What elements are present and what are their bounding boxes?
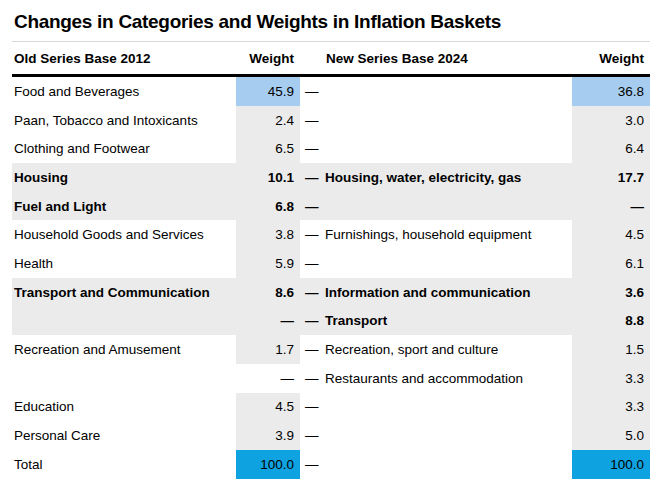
- new-weight-cell: 1.5: [572, 335, 650, 364]
- new-weight-cell: 3.0: [572, 106, 650, 135]
- old-category-cell: Personal Care: [12, 421, 236, 450]
- old-weight-cell: 1.7: [236, 335, 300, 364]
- dash-separator: —: [300, 450, 324, 479]
- table-row: Education 4.5 — 3.3: [12, 393, 650, 422]
- table-row: Fuel and Light 6.8 — —: [12, 192, 650, 221]
- new-category-cell: Restaurants and accommodation: [324, 364, 572, 393]
- table-row: Food and Beverages 45.9 — 36.8: [12, 76, 650, 106]
- new-weight-cell: 3.3: [572, 364, 650, 393]
- old-weight-cell: 6.5: [236, 134, 300, 163]
- new-weight-cell: 5.0: [572, 421, 650, 450]
- table-row: Recreation and Amusement 1.7 — Recreatio…: [12, 335, 650, 364]
- old-category-cell: Food and Beverages: [12, 76, 236, 106]
- new-weight-cell: 3.6: [572, 278, 650, 307]
- dash-separator: —: [300, 307, 324, 336]
- new-weight-cell: 8.8: [572, 307, 650, 336]
- table-row: Household Goods and Services 3.8 — Furni…: [12, 220, 650, 249]
- table-row: — — Restaurants and accommodation 3.3: [12, 364, 650, 393]
- table-body: Food and Beverages 45.9 — 36.8 Paan, Tob…: [12, 76, 650, 479]
- new-category-cell: Recreation, sport and culture: [324, 335, 572, 364]
- table-row: Total 100.0 — 100.0: [12, 450, 650, 479]
- table-row: Housing 10.1 — Housing, water, electrici…: [12, 163, 650, 192]
- new-category-cell: [324, 192, 572, 221]
- new-category-cell: Housing, water, electricity, gas: [324, 163, 572, 192]
- old-category-cell: Housing: [12, 163, 236, 192]
- dash-separator: —: [300, 106, 324, 135]
- new-category-cell: [324, 249, 572, 278]
- chart-title: Changes in Categories and Weights in Inf…: [14, 10, 650, 33]
- new-weight-cell: 36.8: [572, 76, 650, 106]
- new-weight-cell: —: [572, 192, 650, 221]
- new-weight-cell: 3.3: [572, 393, 650, 422]
- old-weight-cell: 2.4: [236, 106, 300, 135]
- old-weight-cell: 4.5: [236, 393, 300, 422]
- table-row: Paan, Tobacco and Intoxicants 2.4 — 3.0: [12, 106, 650, 135]
- old-category-cell: Total: [12, 450, 236, 479]
- dash-separator: —: [300, 220, 324, 249]
- new-category-cell: [324, 393, 572, 422]
- new-category-cell: Furnishings, household equipment: [324, 220, 572, 249]
- old-weight-cell: —: [236, 307, 300, 336]
- new-weight-cell: 6.4: [572, 134, 650, 163]
- old-weight-cell: 3.9: [236, 421, 300, 450]
- new-weight-cell: 4.5: [572, 220, 650, 249]
- dash-separator: —: [300, 335, 324, 364]
- old-weight-cell: 10.1: [236, 163, 300, 192]
- old-category-cell: Transport and Communication: [12, 278, 236, 307]
- old-weight-cell: 45.9: [236, 76, 300, 106]
- new-weight-cell: 17.7: [572, 163, 650, 192]
- new-category-cell: [324, 450, 572, 479]
- old-weight-cell: 8.6: [236, 278, 300, 307]
- dash-separator: —: [300, 364, 324, 393]
- inflation-weights-table: Old Series Base 2012 Weight New Series B…: [12, 41, 650, 479]
- table-row: — — Transport 8.8: [12, 307, 650, 336]
- new-category-cell: [324, 134, 572, 163]
- old-category-cell: Fuel and Light: [12, 192, 236, 221]
- old-weight-cell: —: [236, 364, 300, 393]
- dash-separator: —: [300, 163, 324, 192]
- old-category-cell: Paan, Tobacco and Intoxicants: [12, 106, 236, 135]
- column-header-old-weight: Weight: [236, 42, 300, 76]
- old-category-cell: Health: [12, 249, 236, 278]
- dash-separator: —: [300, 278, 324, 307]
- new-category-cell: Information and communication: [324, 278, 572, 307]
- old-category-cell: Education: [12, 393, 236, 422]
- dash-separator: —: [300, 249, 324, 278]
- chart-container: Changes in Categories and Weights in Inf…: [0, 0, 662, 486]
- old-category-cell: [12, 307, 236, 336]
- old-category-cell: Household Goods and Services: [12, 220, 236, 249]
- new-weight-cell: 100.0: [572, 450, 650, 479]
- column-header-spacer: [300, 42, 324, 76]
- table-row: Personal Care 3.9 — 5.0: [12, 421, 650, 450]
- old-weight-cell: 6.8: [236, 192, 300, 221]
- new-category-cell: Transport: [324, 307, 572, 336]
- dash-separator: —: [300, 76, 324, 106]
- table-row: Health 5.9 — 6.1: [12, 249, 650, 278]
- new-category-cell: [324, 421, 572, 450]
- column-header-new-weight: Weight: [572, 42, 650, 76]
- new-category-cell: [324, 76, 572, 106]
- old-category-cell: [12, 364, 236, 393]
- column-header-new-series: New Series Base 2024: [324, 42, 572, 76]
- old-category-cell: Clothing and Footwear: [12, 134, 236, 163]
- dash-separator: —: [300, 134, 324, 163]
- table-header: Old Series Base 2012 Weight New Series B…: [12, 42, 650, 76]
- table-row: Clothing and Footwear 6.5 — 6.4: [12, 134, 650, 163]
- table-row: Transport and Communication 8.6 — Inform…: [12, 278, 650, 307]
- dash-separator: —: [300, 421, 324, 450]
- dash-separator: —: [300, 192, 324, 221]
- new-weight-cell: 6.1: [572, 249, 650, 278]
- column-header-old-series: Old Series Base 2012: [12, 42, 236, 76]
- old-weight-cell: 5.9: [236, 249, 300, 278]
- dash-separator: —: [300, 393, 324, 422]
- new-category-cell: [324, 106, 572, 135]
- old-weight-cell: 3.8: [236, 220, 300, 249]
- old-weight-cell: 100.0: [236, 450, 300, 479]
- old-category-cell: Recreation and Amusement: [12, 335, 236, 364]
